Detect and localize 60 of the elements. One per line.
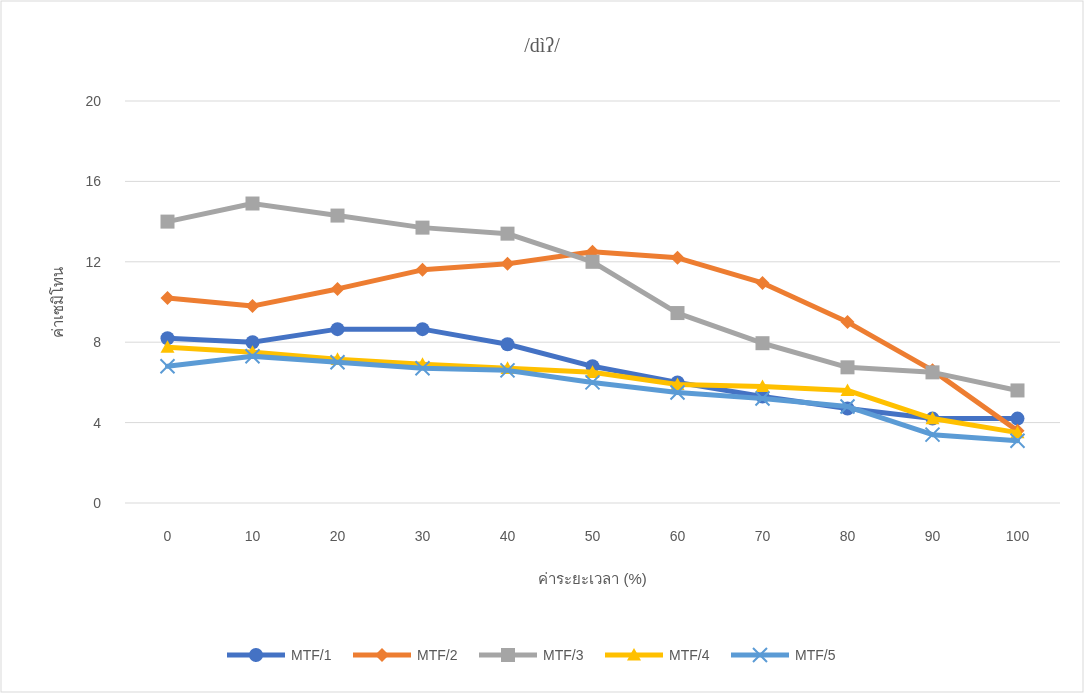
point	[755, 379, 770, 393]
legend-label: MTF/2	[417, 647, 458, 663]
x-tick-label: 70	[754, 528, 771, 544]
point	[670, 306, 685, 321]
point	[840, 360, 855, 375]
point	[415, 262, 430, 277]
x-tick-label: 80	[839, 528, 856, 544]
y-tick-label: 12	[85, 253, 102, 270]
point	[840, 315, 855, 330]
x-tick-label: 100	[1005, 528, 1030, 544]
point	[245, 196, 260, 211]
y-tick-label: 4	[93, 414, 102, 431]
point	[499, 362, 516, 379]
point	[500, 226, 515, 241]
chart-title: /dìʔ/	[524, 34, 561, 56]
x-tick-label: 90	[924, 528, 941, 544]
point	[584, 374, 601, 391]
x-tick-label: 30	[414, 528, 431, 544]
point	[840, 383, 855, 397]
x-axis-title: ค่าระยะเวลา (%)	[538, 570, 647, 587]
point	[160, 290, 175, 305]
point	[245, 299, 260, 314]
point	[669, 384, 686, 401]
y-axis-title: ค่าเซมิโทน	[49, 266, 66, 338]
point	[160, 340, 175, 353]
point	[415, 220, 430, 235]
x-tick-label: 20	[329, 528, 346, 544]
point	[500, 337, 515, 352]
y-tick-label: 20	[85, 93, 102, 109]
x-tick-label: 40	[499, 528, 516, 544]
point	[414, 360, 431, 377]
x-tick-label: 50	[584, 528, 601, 544]
point	[330, 322, 345, 337]
point	[755, 275, 770, 290]
point	[670, 250, 685, 265]
point	[330, 208, 345, 223]
y-tick-label: 0	[93, 495, 102, 511]
legend-label: MTF/3	[543, 647, 584, 663]
point	[245, 335, 260, 350]
point	[159, 358, 176, 375]
point	[755, 336, 770, 351]
point	[1009, 432, 1026, 449]
point	[415, 322, 430, 337]
y-tick-label: 16	[85, 173, 102, 190]
point	[1010, 383, 1025, 398]
x-tick-label: 60	[669, 528, 686, 544]
point	[330, 281, 345, 296]
point	[244, 348, 261, 365]
point	[329, 354, 346, 371]
point	[500, 256, 515, 271]
point	[924, 426, 941, 443]
x-tick-label: 0	[163, 528, 172, 544]
point	[585, 254, 600, 269]
point	[1010, 411, 1025, 426]
x-tick-label: 10	[244, 528, 261, 544]
point	[160, 214, 175, 229]
legend-label: MTF/1	[291, 647, 332, 663]
y-tick-label: 8	[93, 334, 102, 351]
legend-label: MTF/5	[795, 647, 836, 663]
legend-label: MTF/4	[669, 647, 710, 663]
